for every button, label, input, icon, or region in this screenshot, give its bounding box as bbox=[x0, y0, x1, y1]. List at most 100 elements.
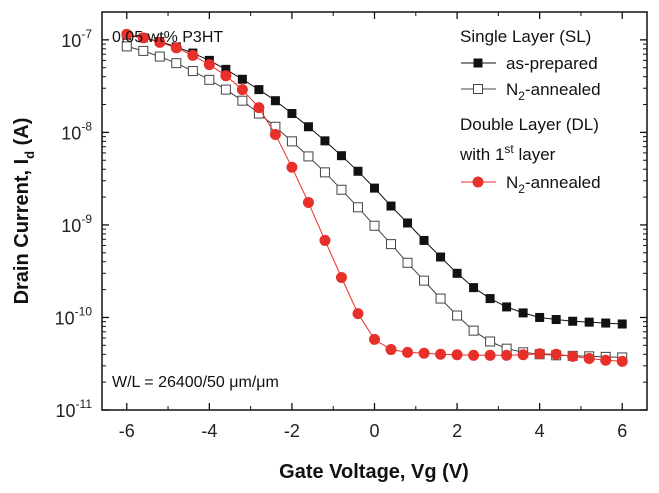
y-tick-exponent: -8 bbox=[81, 119, 92, 133]
data-point bbox=[270, 96, 280, 106]
data-point bbox=[187, 49, 199, 61]
data-point bbox=[319, 234, 331, 246]
y-axis-title-unit: (A) bbox=[11, 118, 33, 151]
y-tick-exponent: -10 bbox=[75, 304, 93, 318]
data-point bbox=[402, 257, 413, 268]
data-point bbox=[237, 95, 248, 106]
data-point bbox=[121, 41, 132, 52]
y-tick-label: 10-8 bbox=[61, 119, 92, 143]
data-point bbox=[369, 333, 380, 345]
data-point bbox=[352, 308, 364, 320]
data-point bbox=[436, 252, 446, 262]
data-point bbox=[584, 317, 594, 327]
y-tick-exponent: -9 bbox=[81, 212, 92, 226]
x-tick-label: -2 bbox=[284, 421, 300, 441]
data-point bbox=[154, 36, 166, 48]
legend-group-dl-subtitle: with 1st layer bbox=[459, 142, 556, 164]
legend-label-sl-n2-pre: N bbox=[506, 80, 518, 99]
data-point bbox=[221, 64, 231, 74]
data-point bbox=[468, 349, 480, 361]
y-tick-base: 10 bbox=[55, 308, 75, 328]
data-point bbox=[419, 235, 429, 245]
data-point bbox=[485, 294, 495, 304]
data-point bbox=[551, 315, 561, 325]
y-tick-base: 10 bbox=[56, 401, 76, 421]
y-tick-label: 10-9 bbox=[61, 212, 92, 236]
data-point bbox=[402, 346, 414, 358]
legend-group-sl-title: Single Layer (SL) bbox=[460, 27, 591, 46]
legend-label-sl-n2-annealed: N2-annealed bbox=[506, 80, 601, 103]
sample-annotation: 0.05 wt% P3HT bbox=[112, 29, 223, 46]
x-tick-label: 6 bbox=[617, 421, 627, 441]
data-point bbox=[154, 51, 165, 62]
data-point bbox=[253, 102, 265, 114]
legend-marker-sl-n2-annealed bbox=[473, 84, 483, 94]
data-point bbox=[171, 58, 182, 69]
y-tick-exponent: -11 bbox=[76, 397, 93, 411]
data-point bbox=[303, 122, 313, 132]
series-sl-as-prepared bbox=[122, 30, 627, 329]
y-tick-exponent: -7 bbox=[81, 27, 92, 41]
data-point bbox=[203, 59, 215, 71]
data-point bbox=[435, 348, 447, 360]
data-point bbox=[336, 184, 347, 195]
legend-item-sl-as-prepared: as-prepared bbox=[461, 54, 598, 73]
data-point bbox=[534, 348, 546, 360]
legend-label-dl-n2-sub: 2 bbox=[518, 182, 525, 196]
data-point bbox=[501, 349, 513, 361]
y-tick-label: 10-7 bbox=[61, 27, 92, 51]
data-point bbox=[320, 136, 330, 146]
data-point bbox=[517, 349, 529, 361]
data-point bbox=[236, 84, 248, 96]
legend-label-dl-n2-pre: N bbox=[506, 173, 518, 192]
data-point bbox=[204, 74, 215, 85]
y-tick-label: 10-11 bbox=[56, 397, 93, 421]
legend-label-sl-n2-sub: 2 bbox=[518, 89, 525, 103]
data-point bbox=[484, 349, 496, 361]
x-axis-title: Gate Voltage, Vg (V) bbox=[279, 461, 469, 483]
data-point bbox=[254, 85, 264, 95]
y-axis-title: Drain Current, Id (A) bbox=[11, 118, 37, 305]
legend-item-sl-n2-annealed: N2-annealed bbox=[461, 80, 601, 103]
data-point bbox=[237, 74, 247, 84]
data-point bbox=[550, 348, 562, 360]
data-point bbox=[419, 275, 430, 286]
data-point bbox=[452, 310, 463, 321]
data-point bbox=[601, 318, 611, 328]
data-point bbox=[286, 161, 298, 173]
legend-dl-subtitle-post: layer bbox=[514, 145, 556, 164]
data-point bbox=[137, 32, 149, 44]
y-tick-base: 10 bbox=[61, 216, 81, 236]
legend-label-sl-as-prepared: as-prepared bbox=[506, 54, 598, 73]
x-tick-label: 2 bbox=[452, 421, 462, 441]
data-point bbox=[452, 268, 462, 278]
legend-item-dl-n2-annealed: N2-annealed bbox=[461, 173, 601, 196]
y-tick-label: 10-10 bbox=[55, 304, 93, 328]
data-point bbox=[386, 239, 397, 250]
x-tick-label: -4 bbox=[201, 421, 217, 441]
data-point bbox=[170, 42, 182, 54]
legend-dl-subtitle-sup: st bbox=[504, 142, 514, 156]
data-point bbox=[385, 344, 397, 356]
legend-marker-sl-as-prepared bbox=[473, 58, 483, 68]
data-point bbox=[616, 355, 628, 367]
series-dl-n2-annealed bbox=[121, 28, 628, 367]
data-point bbox=[502, 302, 512, 312]
data-point bbox=[617, 319, 627, 329]
data-point bbox=[220, 70, 232, 82]
data-point bbox=[286, 136, 297, 147]
data-point bbox=[138, 45, 149, 56]
data-point bbox=[535, 312, 545, 322]
data-point bbox=[287, 109, 297, 119]
y-tick-base: 10 bbox=[61, 123, 81, 143]
data-point bbox=[600, 354, 612, 366]
data-point bbox=[352, 202, 363, 213]
data-point bbox=[187, 66, 198, 77]
data-point bbox=[469, 283, 479, 293]
legend-group-dl-title: Double Layer (DL) bbox=[460, 115, 599, 134]
data-point bbox=[468, 325, 479, 336]
x-tick-label: 0 bbox=[369, 421, 379, 441]
data-point bbox=[336, 151, 346, 161]
